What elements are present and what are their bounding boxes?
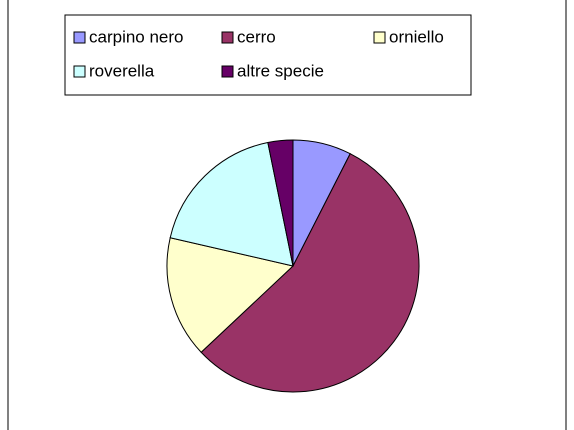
legend-label: roverella xyxy=(89,61,155,80)
legend-label: orniello xyxy=(389,27,444,46)
pie-slice xyxy=(200,153,420,393)
legend-label: altre specie xyxy=(237,61,324,80)
legend-swatch xyxy=(73,65,86,78)
legend-box xyxy=(64,14,472,96)
pie xyxy=(166,139,420,393)
legend-label: cerro xyxy=(237,27,276,46)
pie-slice xyxy=(169,141,294,267)
legend-label: carpino nero xyxy=(89,27,184,46)
pie-slice xyxy=(267,139,294,267)
legend-swatch xyxy=(73,31,86,44)
legend: carpino nero cerro orniello roverella altre … xyxy=(73,27,444,80)
legend-swatch xyxy=(221,31,234,44)
pie-slice xyxy=(166,237,295,353)
legend-swatch xyxy=(221,65,234,78)
legend-swatch xyxy=(373,31,386,44)
